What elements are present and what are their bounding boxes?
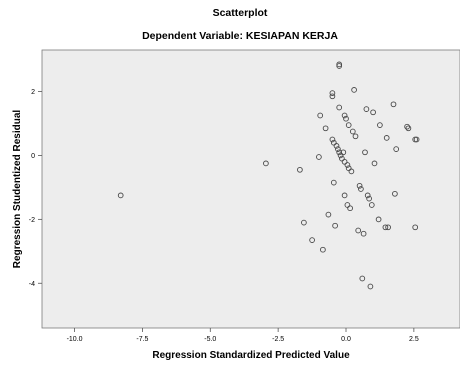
data-point — [393, 146, 400, 152]
data-point — [329, 136, 336, 143]
data-point — [352, 133, 359, 140]
data-points — [117, 61, 420, 290]
data-point — [297, 166, 303, 173]
data-point — [329, 90, 336, 96]
data-point — [385, 224, 391, 231]
data-point — [336, 63, 343, 69]
y-tick-label: -4 — [29, 281, 35, 288]
data-point — [263, 160, 269, 167]
data-point — [368, 202, 375, 208]
data-point — [413, 136, 420, 143]
data-point — [363, 106, 370, 112]
data-point — [375, 216, 382, 223]
data-point — [340, 149, 347, 156]
data-point — [345, 122, 352, 128]
data-point — [301, 219, 307, 226]
y-tick-label: -2 — [29, 217, 35, 224]
data-point — [336, 104, 343, 111]
data-point — [370, 109, 376, 116]
data-point — [341, 158, 348, 165]
data-point — [332, 222, 338, 229]
x-tick-label: -10.0 — [67, 336, 83, 343]
data-point — [364, 192, 371, 199]
x-tick-label: 2.5 — [409, 336, 419, 343]
data-point — [351, 87, 357, 93]
data-point — [362, 149, 368, 156]
data-point — [335, 146, 341, 152]
data-point — [412, 224, 419, 231]
data-point — [317, 112, 324, 119]
data-point — [390, 101, 397, 108]
data-point — [343, 115, 349, 122]
data-point — [316, 154, 322, 160]
data-point — [348, 168, 355, 175]
x-axis-ticks: -10.0 -7.5 -5.0 -2.5 0.0 2.5 — [67, 328, 419, 343]
data-point — [330, 179, 337, 186]
data-point — [359, 275, 366, 282]
plot-area — [41, 49, 460, 329]
data-point — [355, 227, 362, 234]
y-axis-ticks: -4 -2 0 2 — [29, 89, 42, 288]
x-tick-label: 0.0 — [341, 336, 351, 343]
data-point — [349, 128, 356, 135]
x-tick-label: -7.5 — [136, 336, 148, 343]
data-point — [383, 135, 390, 141]
data-point — [320, 246, 326, 253]
data-point — [360, 230, 367, 237]
data-point — [356, 182, 363, 189]
data-point — [322, 125, 329, 132]
x-tick-label: -2.5 — [272, 336, 284, 343]
data-point — [336, 149, 343, 156]
y-tick-label: 2 — [31, 89, 35, 96]
chart-subtitle: Dependent Variable: KESIAPAN KERJA — [142, 30, 338, 42]
data-point — [358, 186, 364, 192]
data-point — [309, 237, 315, 243]
data-point — [382, 224, 389, 231]
data-point — [344, 162, 351, 168]
data-point — [347, 205, 353, 212]
data-point — [366, 195, 372, 202]
chart-title: Scatterplot — [213, 7, 268, 19]
data-point — [404, 123, 410, 130]
data-point — [333, 143, 340, 149]
data-point — [329, 93, 336, 100]
data-point — [341, 192, 348, 199]
data-point — [341, 112, 348, 119]
data-point — [336, 61, 343, 68]
data-point — [405, 125, 412, 132]
data-point — [392, 190, 398, 197]
data-point — [371, 160, 378, 167]
x-tick-label: -5.0 — [204, 336, 216, 343]
y-tick-label: 0 — [31, 153, 35, 160]
data-point — [117, 192, 124, 199]
y-axis-label: Regression Studentized Residual — [12, 110, 23, 269]
data-point — [367, 283, 374, 290]
x-axis-label: Regression Standardized Predicted Value — [152, 350, 350, 361]
data-point — [325, 211, 332, 218]
data-point — [377, 122, 383, 128]
